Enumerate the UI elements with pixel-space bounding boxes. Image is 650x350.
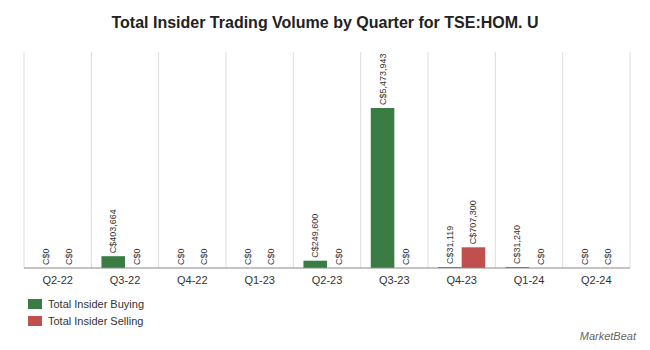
x-axis-line — [24, 268, 630, 269]
title: Total Insider Trading Volume by Quarter … — [111, 14, 538, 31]
bar — [462, 247, 486, 268]
group-separator — [158, 52, 159, 268]
group-separator — [428, 52, 429, 268]
group-separator — [91, 52, 92, 268]
legend-swatch — [28, 299, 42, 309]
bar — [371, 108, 395, 268]
x-tick-label: Q4-22 — [177, 274, 208, 286]
data-label: C$403,664 — [108, 209, 118, 253]
data-label: C$0 — [243, 248, 253, 265]
data-labels: C$0 C$403,664 C$0 C$0 C$249,600 C$5,473,943 C$… — [41, 53, 613, 265]
data-label: C$707,300 — [468, 200, 478, 244]
legend-label: Total Insider Selling — [48, 315, 143, 327]
group-separators — [24, 52, 630, 268]
x-tick-label: Q2-24 — [581, 274, 612, 286]
data-label: C$0 — [199, 248, 209, 265]
data-label: C$0 — [536, 248, 546, 265]
data-label: C$0 — [41, 248, 51, 265]
data-label: C$0 — [334, 248, 344, 265]
x-tick-label: Q1-24 — [514, 274, 545, 286]
data-label: C$0 — [266, 248, 276, 265]
data-label: C$0 — [401, 248, 411, 265]
x-tick-label: Q2-23 — [312, 274, 343, 286]
x-tick-label: Q3-22 — [110, 274, 141, 286]
data-label: C$0 — [580, 248, 590, 265]
data-label: C$249,600 — [310, 214, 320, 258]
chart-svg: Total Insider Trading Volume by Quarter … — [0, 0, 650, 350]
legend-label: Total Insider Buying — [48, 298, 144, 310]
x-tick-label: Q4-23 — [446, 274, 477, 286]
legend-swatch — [28, 316, 42, 326]
annotation: MarketBeat — [580, 330, 637, 342]
group-separator — [293, 52, 294, 268]
group-separator — [226, 52, 227, 268]
chart-container: Total Insider Trading Volume by Quarter … — [0, 0, 650, 350]
data-label: C$31,240 — [512, 225, 522, 264]
bars — [101, 108, 529, 268]
x-tick-label: Q2-22 — [42, 274, 73, 286]
group-separator — [495, 52, 496, 268]
group-separator — [562, 52, 563, 268]
group-separator — [630, 52, 631, 268]
data-label: C$0 — [132, 248, 142, 265]
x-tick-labels: Q2-22 Q3-22 Q4-22 Q1-23 Q2-23 Q3-23 Q4-23 Q1-24… — [42, 274, 611, 286]
data-label: C$31,119 — [445, 226, 455, 264]
bar — [303, 261, 327, 268]
data-label: C$0 — [64, 248, 74, 265]
x-tick-label: Q1-23 — [244, 274, 275, 286]
group-separator — [24, 52, 25, 268]
data-label: C$0 — [603, 248, 613, 265]
x-tick-label: Q3-23 — [379, 274, 410, 286]
bar — [101, 256, 125, 268]
data-label: C$0 — [176, 248, 186, 265]
legend: Total Insider Buying Total Insider Sellin… — [28, 298, 144, 327]
group-separator — [360, 52, 361, 268]
data-label: C$5,473,943 — [378, 53, 388, 105]
